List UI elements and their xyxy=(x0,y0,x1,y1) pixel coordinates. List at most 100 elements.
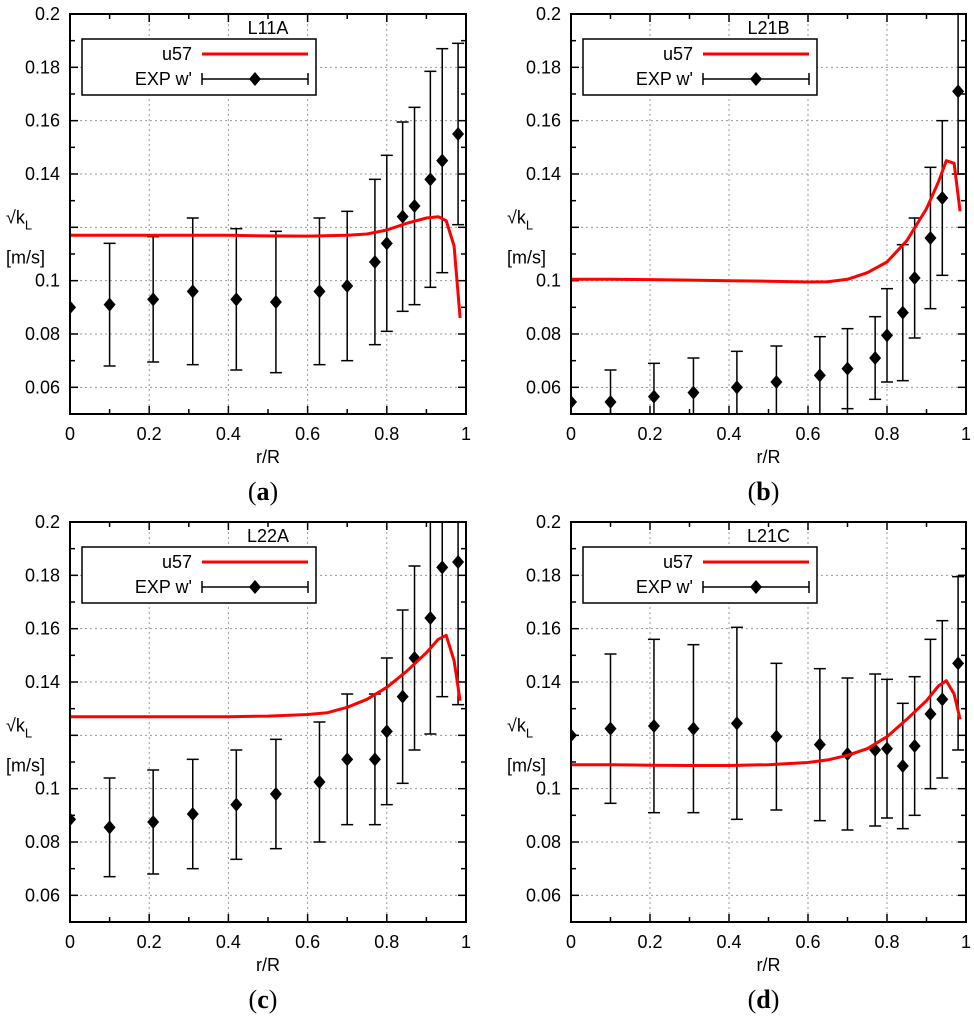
y-tick-label: 0.08 xyxy=(526,832,561,852)
y-tick-label: 0.18 xyxy=(526,57,561,77)
plot-frame xyxy=(69,521,467,923)
data-point-marker xyxy=(813,737,826,752)
y-tick-label: 0.08 xyxy=(25,832,60,852)
series-line-u57 xyxy=(70,633,462,719)
data-point-marker xyxy=(813,368,826,383)
data-point-marker xyxy=(103,820,116,835)
data-point-marker xyxy=(341,279,354,293)
x-axis-label: r/R xyxy=(256,955,280,975)
y-tick-label: 0.08 xyxy=(526,324,561,344)
data-point-marker xyxy=(313,775,326,789)
x-tick-label: 0.6 xyxy=(795,424,820,444)
chart-panel-b: 0 0.2 0.4 0.6 0.8 1 0.06 0.08 0.1 0.14 0.16 0.18 0.2… xyxy=(507,4,971,506)
data-point-marker xyxy=(647,719,660,733)
y-tick-label: 0.06 xyxy=(25,885,60,905)
x-tick-label: 0.4 xyxy=(716,932,741,952)
data-point-marker xyxy=(604,721,617,736)
data-point-marker xyxy=(424,611,437,625)
data-point-marker xyxy=(571,395,577,409)
data-point-marker xyxy=(952,656,965,671)
y-tick-label: 0.16 xyxy=(25,111,60,131)
data-point-marker xyxy=(770,375,783,389)
series-line-u57 xyxy=(571,679,962,767)
plot-area xyxy=(70,522,465,878)
y-tick-label: 0.1 xyxy=(35,271,60,291)
y-axis-label-main: √k xyxy=(507,715,527,735)
y-tick-label: 0.1 xyxy=(536,779,561,799)
legend-label-exp: EXP w' xyxy=(135,69,192,89)
data-point-marker xyxy=(908,271,921,285)
chart-title: L21C xyxy=(747,526,790,546)
data-point-marker xyxy=(924,707,937,721)
y-axis-unit: [m/s] xyxy=(507,247,546,267)
data-point-marker xyxy=(103,297,116,312)
plot-area xyxy=(70,42,465,374)
panel-caption-letter: a xyxy=(257,477,270,506)
plot-frame xyxy=(69,13,467,415)
data-point-marker xyxy=(269,295,282,309)
legend-box xyxy=(81,546,317,604)
x-tick-label: 0 xyxy=(65,932,75,952)
legend-label-exp: EXP w' xyxy=(135,577,192,597)
y-axis-label-main: √k xyxy=(6,207,26,227)
y-axis-label-subscript: L xyxy=(526,725,533,740)
y-tick-label: 0.18 xyxy=(25,57,60,77)
y-tick-label: 0.2 xyxy=(536,512,561,532)
x-tick-label: 0.4 xyxy=(716,424,741,444)
data-point-marker xyxy=(424,172,437,187)
x-tick-label: 0.4 xyxy=(216,932,241,952)
data-point-marker xyxy=(452,555,465,569)
panel-caption: (d) xyxy=(748,985,780,1014)
legend: u57 EXP w' xyxy=(81,546,317,604)
x-tick-label: 0 xyxy=(65,424,75,444)
y-tick-label: 0.2 xyxy=(35,4,60,24)
legend-label-u57: u57 xyxy=(162,552,192,572)
panel-caption: (c) xyxy=(249,985,278,1014)
y-axis-label-subscript: L xyxy=(526,217,533,232)
data-point-marker xyxy=(924,231,937,245)
chart-panel-c: 0 0.2 0.4 0.6 0.8 1 0.06 0.08 0.1 0.14 0.16 0.18 0.2… xyxy=(6,512,471,1014)
series-line-u57 xyxy=(571,159,962,284)
data-point-marker xyxy=(380,236,393,251)
legend-box xyxy=(582,546,818,604)
y-tick-label: 0.14 xyxy=(25,164,60,184)
y-tick-label: 0.1 xyxy=(35,779,60,799)
y-axis-label: √kL xyxy=(507,207,533,232)
y-axis-unit: [m/s] xyxy=(6,755,45,775)
data-point-marker xyxy=(896,305,909,320)
data-point-marker xyxy=(881,328,893,343)
y-tick-label: 0.16 xyxy=(25,619,60,639)
data-point-marker xyxy=(841,361,854,376)
y-tick-label: 0.1 xyxy=(536,271,561,291)
legend: u57 EXP w' xyxy=(582,546,818,604)
chart-panel-a: 0 0.2 0.4 0.6 0.8 1 0.06 0.08 0.1 0.14 0.16 0.18 0.2… xyxy=(6,4,471,506)
data-point-marker xyxy=(436,153,449,168)
legend-box xyxy=(582,38,818,96)
legend-label-u57: u57 xyxy=(162,44,192,64)
y-tick-label: 0.2 xyxy=(35,512,60,532)
x-tick-label: 1 xyxy=(961,932,971,952)
y-tick-label: 0.08 xyxy=(25,324,60,344)
x-tick-label: 0.8 xyxy=(374,424,399,444)
legend-label-u57: u57 xyxy=(663,44,693,64)
data-point-marker xyxy=(70,812,76,827)
x-axis-label: r/R xyxy=(256,447,280,467)
data-point-marker xyxy=(396,209,409,224)
data-point-marker xyxy=(869,351,882,365)
data-point-marker xyxy=(230,292,243,307)
x-tick-label: 0 xyxy=(566,932,576,952)
y-axis-label-main: √k xyxy=(6,715,26,735)
legend-swatch-exp-marker xyxy=(249,72,261,86)
panel-caption-letter: c xyxy=(257,985,269,1014)
data-point-marker xyxy=(408,199,421,213)
data-point-marker xyxy=(936,191,949,205)
y-tick-label: 0.18 xyxy=(526,565,561,585)
y-tick-label: 0.14 xyxy=(526,672,561,692)
x-axis-label: r/R xyxy=(757,955,781,975)
data-point-marker xyxy=(436,560,449,575)
plot-area xyxy=(571,575,965,831)
data-point-marker xyxy=(770,729,783,744)
legend-label-exp: EXP w' xyxy=(636,69,693,89)
data-point-marker xyxy=(380,724,393,739)
x-tick-label: 0.6 xyxy=(295,424,320,444)
